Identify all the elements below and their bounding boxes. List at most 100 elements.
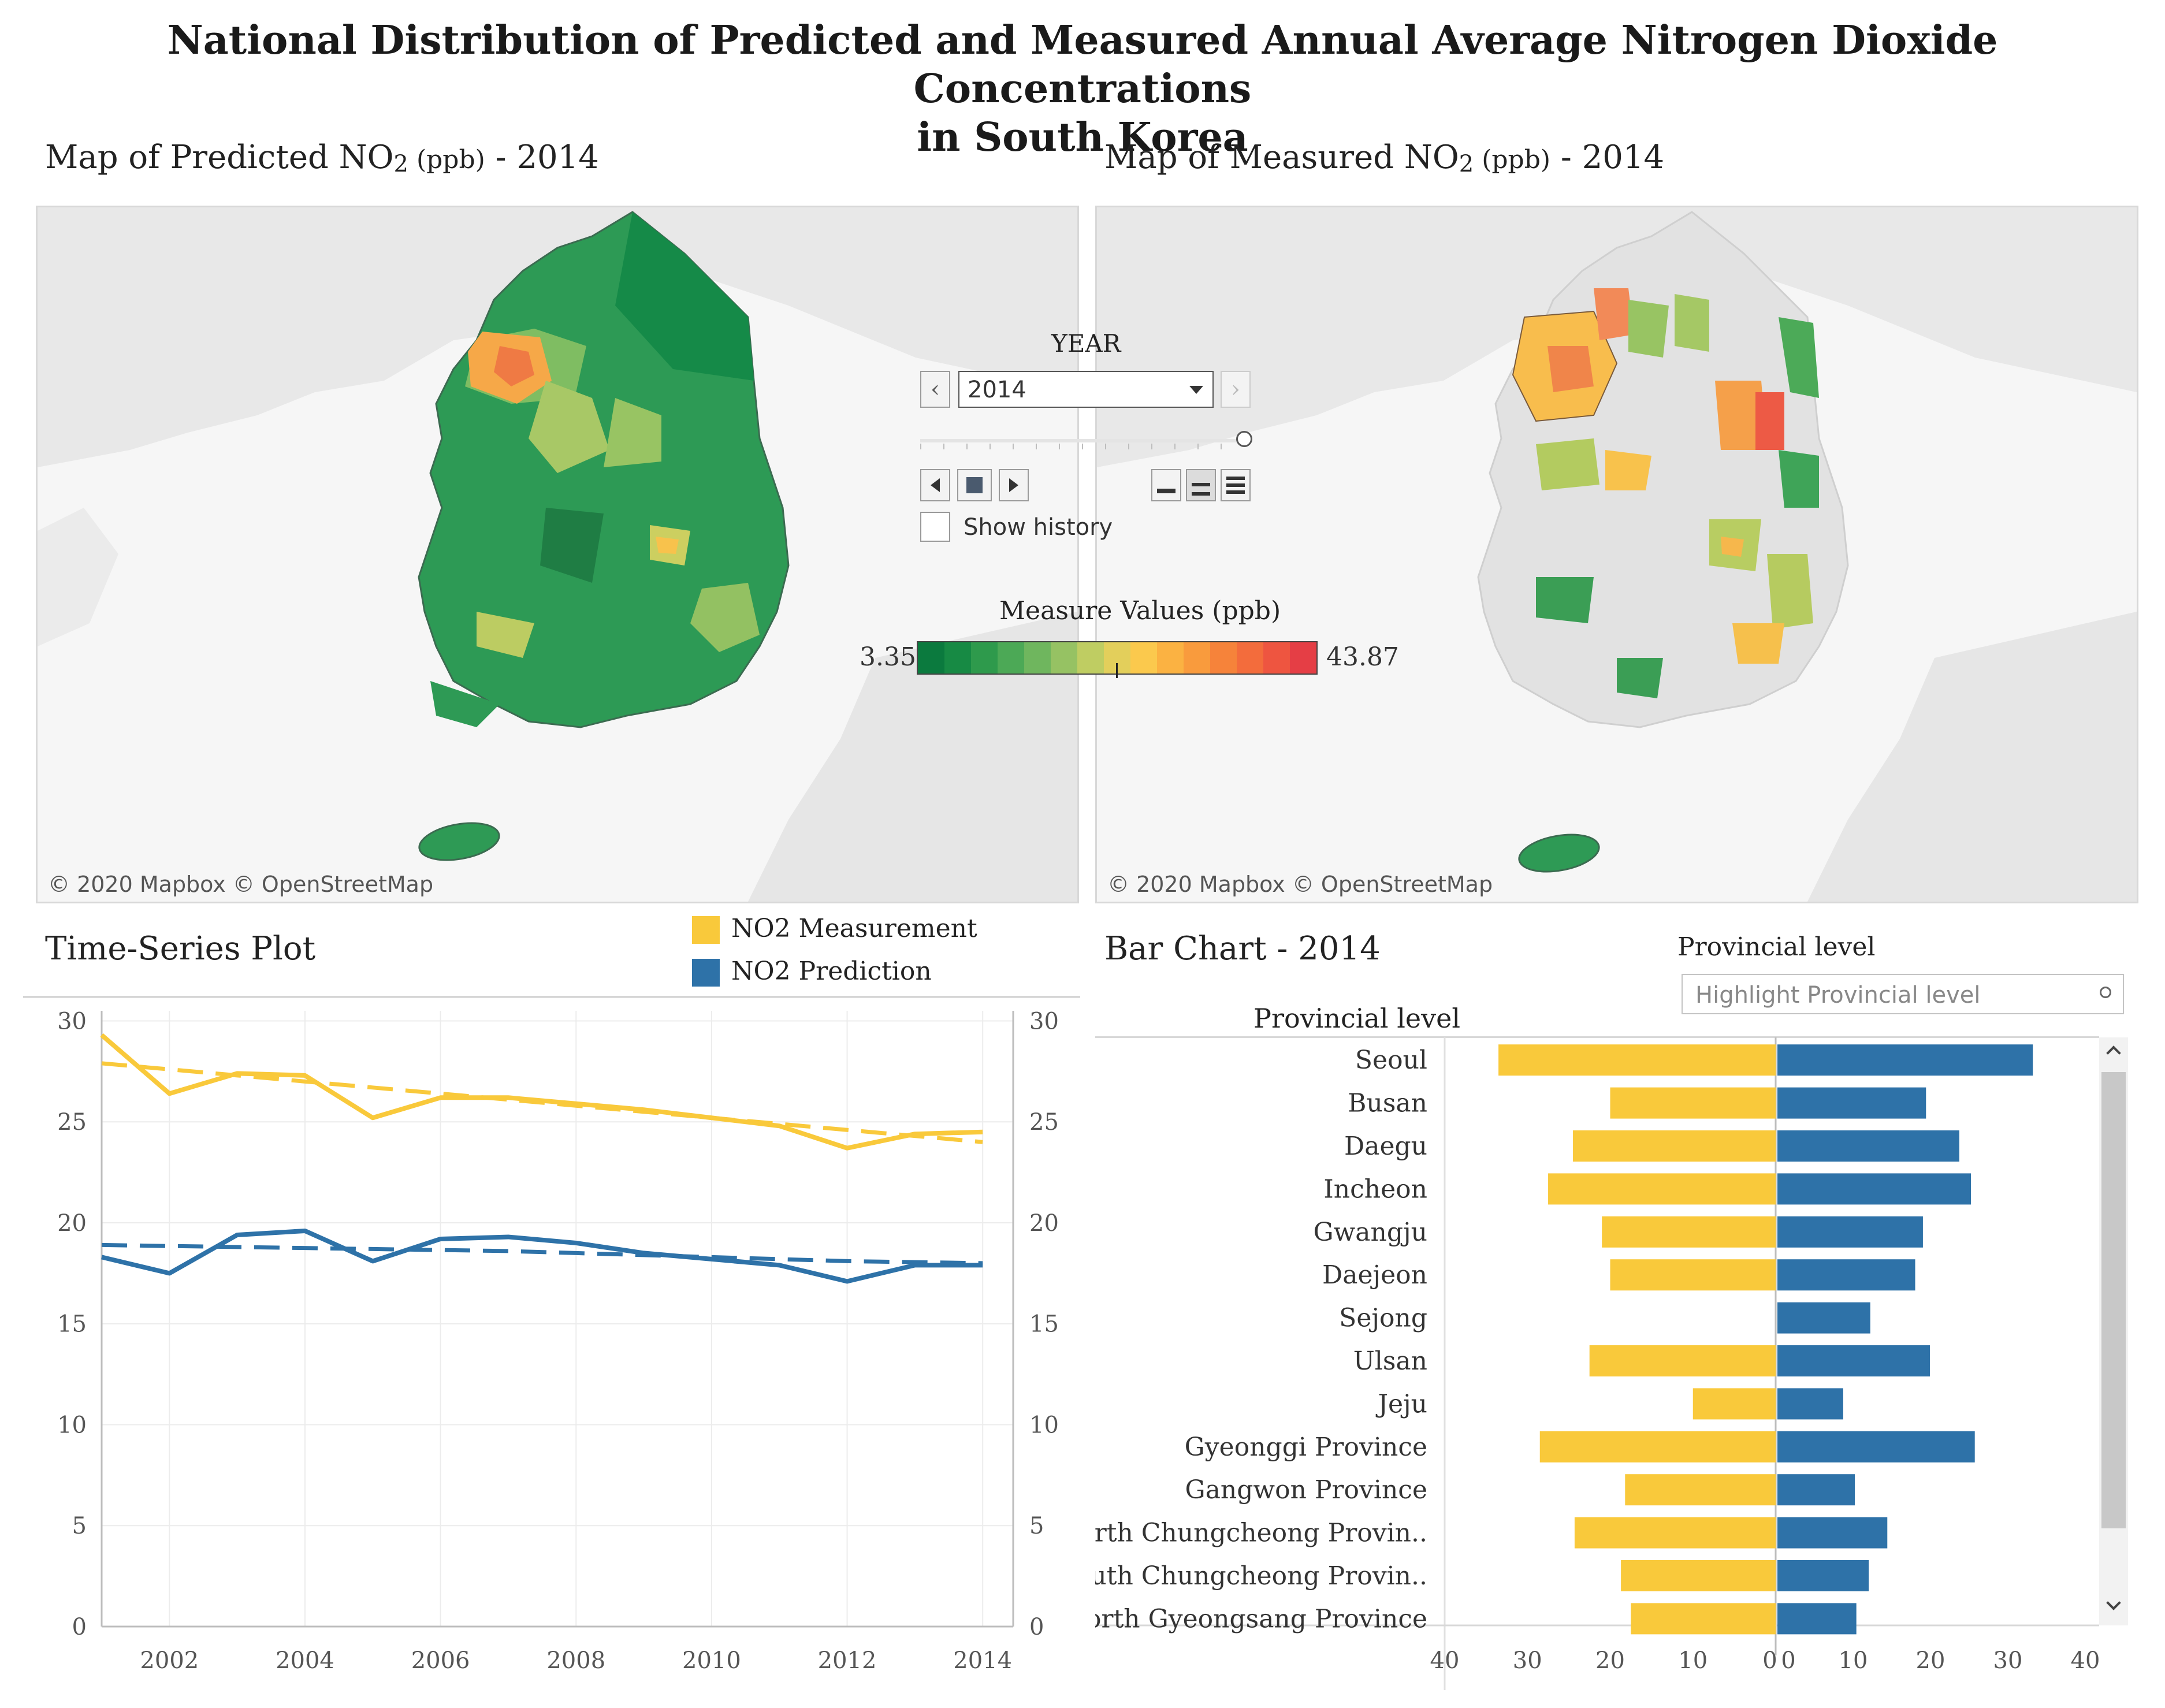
timeseries-title: Time-Series Plot <box>45 930 316 968</box>
year-slider-track[interactable] <box>920 436 1244 449</box>
barchart-xtick-right: 0 <box>1781 1647 1795 1674</box>
barchart-scrollbar[interactable] <box>2099 1037 2128 1625</box>
chevron-right-icon: › <box>1231 376 1240 403</box>
barchart-bar-measurement <box>1692 1388 1776 1420</box>
timeseries-xtick: 2010 <box>682 1647 741 1670</box>
timeseries-series-no2-measurement <box>100 1033 983 1151</box>
barchart-category-label: North Chungcheong Provin.. <box>1095 1519 1427 1548</box>
timeseries-ytick-right: 15 <box>1029 1311 1059 1338</box>
barchart-bar-measurement <box>1498 1044 1776 1076</box>
land-north <box>1097 207 2137 467</box>
barchart-xtick-left: 10 <box>1678 1647 1708 1674</box>
barchart-bar-measurement <box>1539 1431 1776 1463</box>
barchart-category-label: North Gyeongsang Province <box>1095 1604 1427 1633</box>
barchart-filter-label: Provincial level <box>1677 932 1876 962</box>
scroll-down-icon[interactable] <box>2106 1595 2121 1610</box>
color-legend-step <box>1237 642 1263 673</box>
scroll-up-icon[interactable] <box>2106 1045 2121 1060</box>
timeseries-series-no2-prediction <box>101 1228 983 1284</box>
region-gyeonggi-east2 <box>1675 294 1709 352</box>
search-icon <box>2100 987 2111 998</box>
legend-swatch-prediction <box>692 959 720 987</box>
play-forward-button[interactable] <box>999 469 1029 501</box>
region-daegu-core <box>656 537 679 554</box>
timeseries-series-no2-measurement-trend <box>101 1061 983 1144</box>
barchart-category-label: Busan <box>1348 1089 1427 1118</box>
barchart-axis-header: Provincial level <box>1253 1003 1461 1034</box>
region-north-orange <box>1594 288 1634 340</box>
speed-normal-button[interactable] <box>1186 469 1216 501</box>
timeseries-ytick-left: 30 <box>57 1008 87 1035</box>
barchart-xtick-left: 30 <box>1513 1647 1542 1674</box>
barchart-category-label: South Chungcheong Provin.. <box>1095 1561 1427 1591</box>
jeju-island <box>418 822 500 861</box>
predicted-map[interactable]: © 2020 Mapbox © OpenStreetMap <box>36 206 1079 903</box>
predicted-map-copyright: © 2020 Mapbox © OpenStreetMap <box>48 872 434 897</box>
speed-slow-button[interactable] <box>1151 469 1181 501</box>
color-legend-step <box>944 642 971 673</box>
color-legend-step <box>1051 642 1077 673</box>
region-gangwon-north <box>615 212 754 381</box>
timeseries-ytick-left: 0 <box>72 1614 87 1640</box>
land-japan <box>748 612 1077 902</box>
year-slider-rail <box>920 439 1244 442</box>
barchart-filter-input[interactable]: Highlight Provincial level <box>1682 974 2124 1014</box>
year-select[interactable]: 2014 <box>958 371 1214 408</box>
show-history-label: Show history <box>964 514 1113 541</box>
measured-map[interactable]: © 2020 Mapbox © OpenStreetMap <box>1095 206 2138 903</box>
stop-button[interactable] <box>957 469 992 501</box>
chevron-down-icon <box>1189 386 1203 394</box>
speed-fast-icon <box>1226 477 1245 494</box>
timeseries-ytick-right: 10 <box>1029 1412 1059 1438</box>
year-next-button[interactable]: › <box>1221 371 1251 408</box>
barchart-bar-measurement <box>1625 1474 1776 1506</box>
barchart-xtick-left: 0 <box>1762 1647 1777 1674</box>
timeseries-ytick-right: 5 <box>1029 1513 1044 1539</box>
region-red-hotspot <box>1755 392 1784 450</box>
color-legend-step <box>1263 642 1290 673</box>
timeseries-ytick-right: 30 <box>1029 1008 1059 1035</box>
play-forward-icon <box>1009 478 1018 492</box>
play-backward-button[interactable] <box>920 469 950 501</box>
year-prev-button[interactable]: ‹ <box>920 371 950 408</box>
timeseries-ytick-left: 10 <box>57 1412 87 1438</box>
barchart-bar-measurement <box>1602 1216 1776 1248</box>
speed-fast-button[interactable] <box>1221 469 1251 501</box>
barchart-chart[interactable]: Seoul Busan Daegu Incheon Gwangju Daejeon Sejo… <box>1095 1037 2099 1690</box>
barchart-bar-prediction <box>1777 1087 1926 1119</box>
timeseries-chart[interactable]: 0 0 5 5 10 10 15 15 20 20 25 25 30 30 2002 2004 2006 2008… <box>23 989 1080 1670</box>
timeseries-xtick: 2012 <box>818 1647 877 1670</box>
barchart-bar-measurement <box>1631 1603 1776 1635</box>
year-slider-handle[interactable] <box>1236 431 1252 447</box>
predicted-map-canvas[interactable] <box>38 207 1077 902</box>
barchart-bar-prediction <box>1777 1044 2033 1076</box>
page-title-line1: National Distribution of Predicted and M… <box>167 17 1998 112</box>
region-chungbuk <box>604 398 661 467</box>
barchart-bar-prediction <box>1777 1216 1923 1248</box>
region-gangwon-east <box>1779 317 1819 398</box>
barchart-bar-prediction <box>1777 1560 1869 1591</box>
measured-map-canvas[interactable] <box>1097 207 2137 902</box>
region-ulsan-busan <box>690 583 760 652</box>
region-seoul-core <box>494 346 534 386</box>
barchart-xtick-right: 30 <box>1993 1647 2023 1674</box>
barchart-category-label: Seoul <box>1355 1045 1427 1075</box>
show-history-checkbox[interactable] <box>920 512 950 542</box>
barchart-bar-measurement <box>1548 1173 1776 1205</box>
barchart-bar-measurement <box>1574 1517 1776 1549</box>
barchart-scrollbar-thumb[interactable] <box>2101 1072 2126 1528</box>
color-legend-ramp[interactable] <box>917 641 1318 675</box>
barchart-bar-measurement <box>1610 1087 1776 1119</box>
color-legend-step <box>1157 642 1184 673</box>
region-jeonbuk <box>540 508 604 583</box>
barchart-category-label: Daejeon <box>1322 1260 1427 1290</box>
color-legend-max: 43.87 <box>1326 642 1399 672</box>
region-daegu-core <box>1721 537 1744 557</box>
year-slider-ticks <box>920 444 1244 449</box>
barchart-bar-measurement <box>1573 1130 1776 1162</box>
color-legend-step <box>1130 642 1157 673</box>
measured-map-title: Map of Measured NO2 (ppb) - 2014 <box>1104 139 1665 177</box>
timeseries-xtick: 2014 <box>953 1647 1012 1670</box>
color-legend-step <box>1210 642 1237 673</box>
timeseries-xtick: 2002 <box>140 1647 199 1670</box>
